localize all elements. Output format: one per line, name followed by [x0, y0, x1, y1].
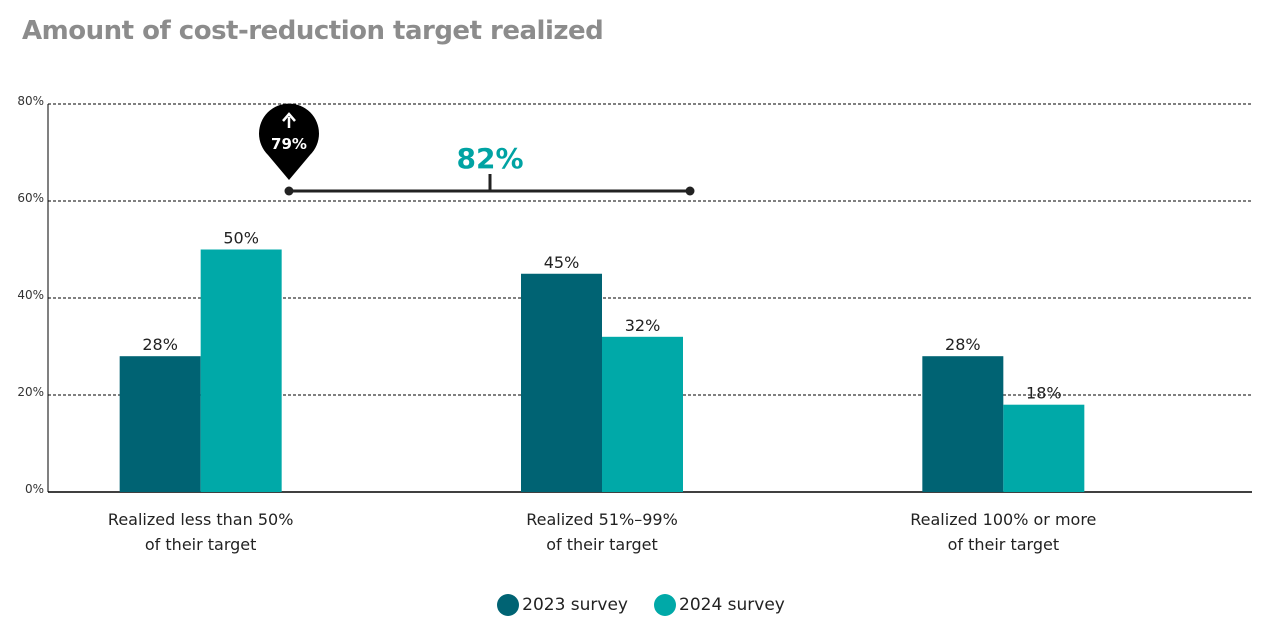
value-labels: 28% 50% 45% 32% 28% 18%: [142, 229, 1061, 403]
bar-2024-survey-1: [602, 336, 683, 492]
chart-title: Amount of cost-reduction target realized: [22, 16, 604, 46]
bar-2023-survey-1: [521, 273, 602, 492]
bar-value-label: 28%: [945, 335, 981, 354]
bracket-value-label: 82%: [456, 142, 523, 175]
category-label: of their target: [948, 535, 1060, 554]
bar-2024-survey-0: [200, 249, 282, 492]
bracket-right-dot: [685, 186, 695, 196]
category-labels: Realized less than 50% of their target Rea…: [108, 510, 1096, 554]
arrow-up-icon: [282, 112, 296, 128]
category-label: of their target: [546, 535, 658, 554]
bars: [119, 249, 1085, 492]
y-tick-label: 0%: [25, 482, 44, 496]
y-tick-label: 20%: [17, 385, 44, 399]
bracket-left-dot: [284, 186, 294, 196]
category-label: Realized less than 50%: [108, 510, 293, 529]
pin-value-label: 79%: [271, 135, 307, 153]
bar-value-label: 18%: [1026, 384, 1062, 403]
legend-label-2023: 2023 survey: [522, 595, 628, 615]
bar-value-label: 45%: [544, 253, 580, 272]
bar-2023-survey-0: [119, 356, 201, 492]
y-tick-label: 80%: [17, 94, 44, 108]
legend: 2023 survey 2024 survey: [0, 594, 1282, 616]
category-label: Realized 51%–99%: [526, 510, 678, 529]
bar-value-label: 28%: [142, 335, 178, 354]
bar-value-label: 32%: [625, 316, 661, 335]
legend-swatch-2024: [654, 594, 676, 616]
legend-item-2024: 2024 survey: [654, 594, 785, 616]
bar-2024-survey-2: [1003, 404, 1085, 492]
category-label: of their target: [145, 535, 257, 554]
pin-annotation: 79%: [259, 103, 320, 180]
bar-value-label: 50%: [223, 229, 259, 248]
legend-swatch-2023: [497, 594, 520, 616]
category-label: Realized 100% or more: [910, 510, 1096, 529]
legend-item-2023: 2023 survey: [497, 594, 628, 616]
y-tick-label: 60%: [17, 191, 44, 205]
y-tick-label: 40%: [17, 288, 44, 302]
pin-marker-icon: [259, 103, 320, 180]
bar-2023-survey-2: [922, 356, 1004, 492]
y-axis-ticks: 0% 20% 40% 60% 80%: [17, 94, 44, 496]
bracket-annotation: 82%: [284, 142, 695, 196]
legend-label-2024: 2024 survey: [679, 595, 785, 615]
